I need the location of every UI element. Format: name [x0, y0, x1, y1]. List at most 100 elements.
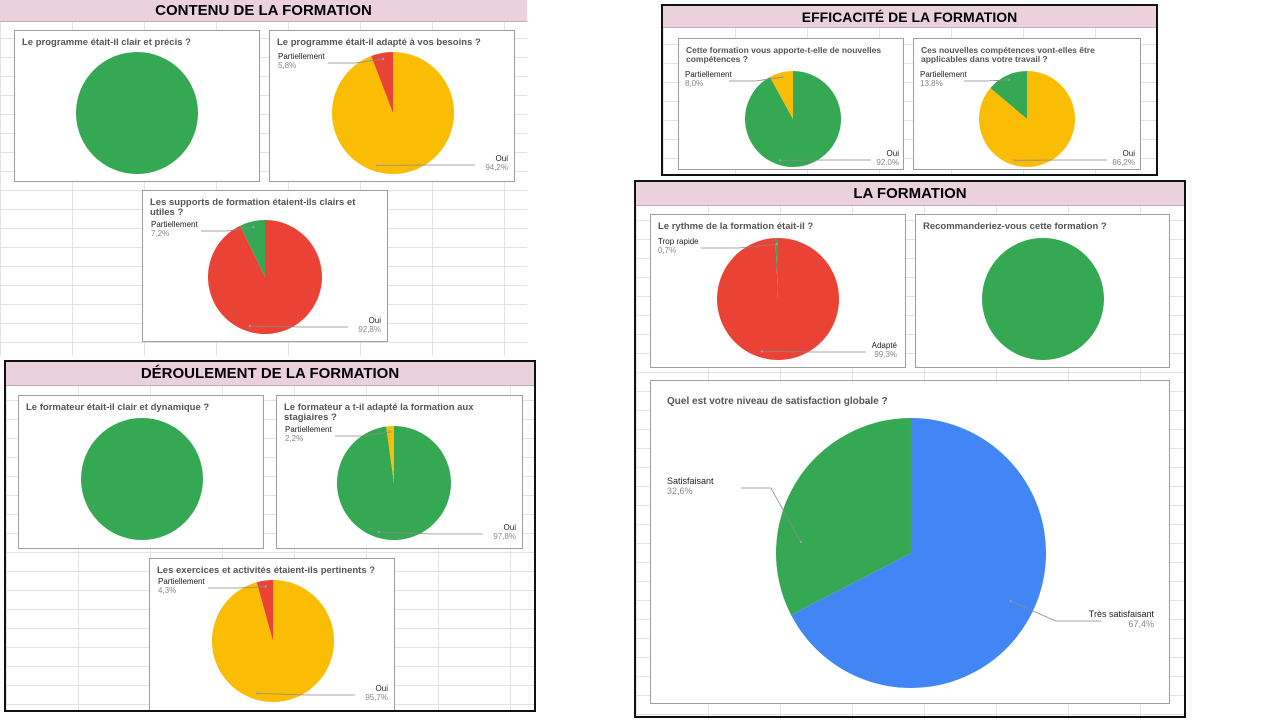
chart-title: Cette formation vous apporte-t-elle de n…	[686, 45, 882, 64]
pie-slice-oui	[211, 580, 334, 702]
label-anchor-dot	[375, 164, 378, 167]
pie-slice-oui	[745, 71, 842, 167]
pie-slice	[76, 52, 198, 174]
slice-label-value: 5,8%	[278, 61, 296, 70]
section-efficacite-title: EFFICACITÉ DE LA FORMATION	[663, 6, 1156, 28]
chart-card-recommandation: Recommanderiez-vous cette formation ?	[915, 214, 1170, 368]
slice-label-value: 2,2%	[285, 434, 303, 443]
chart-title: Quel est votre niveau de satisfaction gl…	[667, 396, 888, 407]
pie-slice-adapte	[717, 238, 840, 360]
label-leader-line	[729, 76, 783, 82]
label-leader-line	[761, 351, 866, 353]
pie-chart	[982, 238, 1104, 360]
chart-card-formateur-adapte: Le formateur a t-il adapté la formation …	[276, 395, 523, 549]
pie-chart	[81, 418, 203, 540]
slice-label-name: Très satisfaisant	[1089, 609, 1155, 619]
label-anchor-dot	[377, 530, 380, 534]
chart-title: Recommanderiez-vous cette formation ?	[923, 221, 1107, 232]
slice-label-name: Partiellement	[285, 425, 332, 434]
slice-label-name: Trop rapide	[658, 237, 699, 246]
pie-slice-oui	[336, 426, 451, 540]
slice-label-name: Adapté	[872, 341, 898, 350]
label-leader-line	[249, 325, 348, 328]
chart-card-rythme: Le rythme de la formation était-il ? Ada…	[650, 214, 906, 368]
label-leader-line	[256, 693, 355, 696]
label-leader-line	[378, 531, 483, 535]
pie-slice-oui	[207, 220, 322, 334]
chart-title: Le programme était-il clair et précis ?	[22, 37, 191, 48]
slice-label-name: Oui	[1123, 149, 1136, 158]
section-efficacite: EFFICACITÉ DE LA FORMATION Cette formati…	[661, 4, 1158, 176]
pie-slice-oui	[978, 71, 1075, 167]
slice-label-name: Partiellement	[920, 70, 967, 79]
label-anchor-dot	[381, 57, 385, 61]
chart-title: Le formateur a t-il adapté la formation …	[284, 402, 474, 423]
label-anchor-dot	[779, 159, 782, 162]
chart-card-exercices-pertinents: Les exercices et activités étaient-ils p…	[149, 558, 395, 710]
pie-chart	[76, 52, 198, 174]
slice-label-value: 67,4%	[1128, 619, 1154, 629]
label-leader-line	[741, 487, 802, 543]
slice-label-value: 32,6%	[667, 486, 693, 496]
label-anchor-dot	[1009, 600, 1012, 603]
chart-card-programme-clair: Le programme était-il clair et précis ?	[14, 30, 260, 182]
label-leader-line	[201, 226, 254, 232]
label-leader-line	[208, 586, 266, 589]
chart-title: Le programme était-il adapté à vos besoi…	[277, 37, 481, 48]
label-leader-line	[964, 79, 1009, 82]
slice-label-name: Partiellement	[158, 577, 205, 586]
chart-title: Les exercices et activités étaient-ils p…	[157, 565, 376, 576]
label-anchor-dot	[252, 225, 255, 229]
chart-card-nouvelles-competences: Cette formation vous apporte-t-elle de n…	[678, 38, 904, 170]
section-contenu: CONTENU DE LA FORMATION Le programme éta…	[0, 0, 527, 356]
slice-label-value: 7,2%	[151, 229, 169, 238]
pie-slice-partiellement	[386, 426, 394, 483]
chart-card-supports-clairs: Les supports de formation étaient-ils cl…	[142, 190, 388, 342]
slice-label-value: 97,8%	[493, 532, 516, 541]
pie-slice-tres-satisfaisant	[791, 418, 1047, 688]
slice-label-value: 8,0%	[685, 79, 703, 88]
section-contenu-title: CONTENU DE LA FORMATION	[0, 0, 527, 22]
pie-slice-partiellement	[256, 580, 273, 641]
label-anchor-dot	[799, 540, 803, 544]
chart-card-competences-applicables: Ces nouvelles compétences vont-elles êtr…	[913, 38, 1141, 170]
label-anchor-dot	[1007, 78, 1011, 81]
section-la-formation-title: LA FORMATION	[636, 182, 1184, 206]
section-la-formation: LA FORMATION Le rythme de la formation é…	[634, 180, 1186, 718]
chart-card-satisfaction-globale: Quel est votre niveau de satisfaction gl…	[650, 380, 1170, 704]
section-deroulement-title: DÉROULEMENT DE LA FORMATION	[6, 362, 534, 386]
label-leader-line	[1010, 600, 1101, 622]
label-anchor-dot	[389, 430, 392, 433]
slice-label-value: 0,7%	[658, 246, 676, 255]
slice-label-value: 13,8%	[920, 79, 943, 88]
label-leader-line	[701, 243, 777, 249]
label-leader-line	[335, 431, 391, 437]
label-anchor-dot	[1013, 159, 1016, 162]
slice-label-name: Oui	[376, 684, 389, 693]
label-anchor-dot	[781, 76, 784, 79]
slice-label-name: Oui	[504, 523, 517, 532]
slice-label-name: Satisfaisant	[667, 476, 714, 486]
slice-label-name: Partiellement	[278, 52, 325, 61]
chart-title: Ces nouvelles compétences vont-elles êtr…	[921, 45, 1095, 64]
pie-slice	[81, 418, 203, 540]
pie-slice-partiellement	[240, 220, 265, 277]
label-anchor-dot	[248, 324, 251, 328]
slice-label-value: 92,0%	[876, 158, 899, 167]
chart-card-programme-adapte: Le programme était-il adapté à vos besoi…	[269, 30, 515, 182]
slice-label-name: Oui	[887, 149, 900, 158]
pie-slice-oui	[332, 52, 455, 175]
pie-slice-satisfaisant	[776, 418, 911, 616]
slice-label-value: 94,2%	[485, 163, 508, 172]
pie-slice-trop-rapide	[775, 238, 778, 299]
chart-title: Le rythme de la formation était-il ?	[658, 221, 814, 232]
slice-label-value: 99,3%	[874, 350, 897, 359]
slice-label-value: 86,2%	[1112, 158, 1135, 167]
